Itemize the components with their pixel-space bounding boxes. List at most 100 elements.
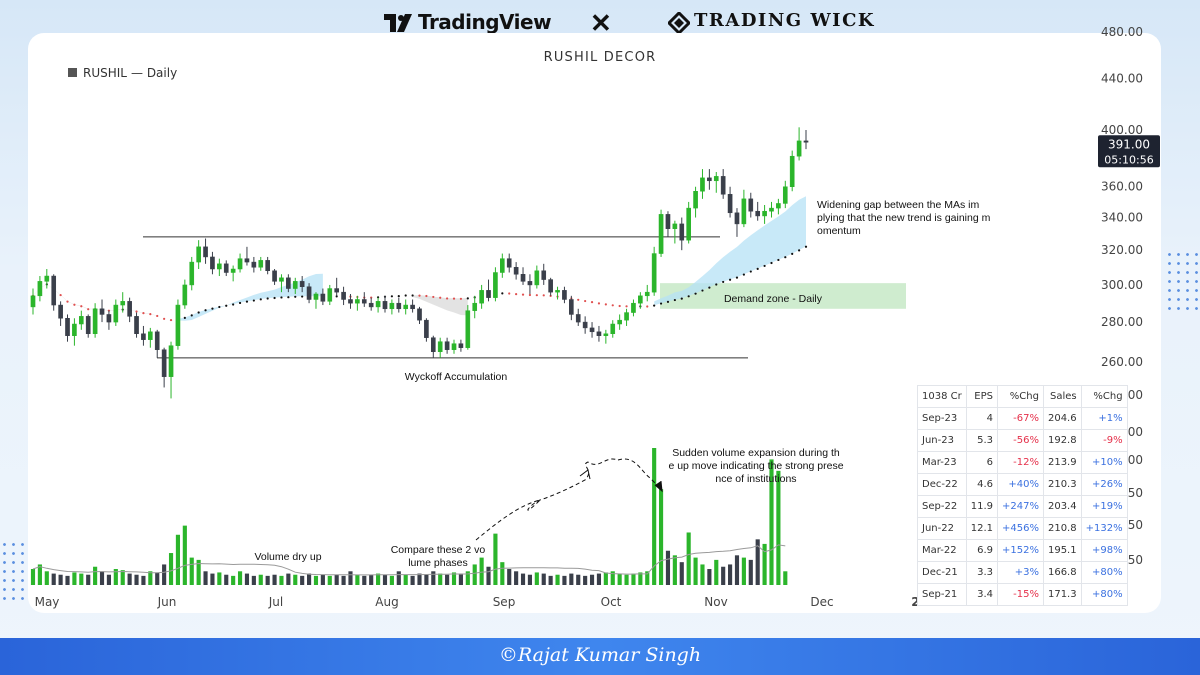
candle-body — [92, 308, 98, 335]
candle-body — [244, 258, 250, 263]
cell-eps: 4 — [965, 407, 999, 430]
ma-dot — [715, 283, 718, 286]
volume-bar — [168, 553, 174, 585]
volume-bar — [313, 575, 319, 585]
candle-body — [175, 304, 181, 346]
candle-body — [707, 177, 712, 182]
price-tick-label: 400.00 — [1101, 123, 1143, 137]
cell-sales: 203.4 — [1042, 495, 1082, 518]
cell-eps: 3.4 — [965, 583, 999, 606]
candle-body — [679, 223, 685, 241]
volume-bar — [79, 573, 84, 585]
candle-body — [148, 331, 153, 340]
volume-bar — [769, 459, 774, 585]
cell-sales-change: +10% — [1080, 451, 1128, 474]
candle-body — [769, 207, 774, 212]
candle-body — [803, 140, 809, 143]
cell-period: Dec-22 — [917, 473, 967, 496]
signature: ©Rajat Kumar Singh — [498, 644, 702, 666]
candle-body — [631, 302, 636, 313]
candle-body — [403, 304, 409, 310]
ma-dot — [218, 305, 221, 309]
candle-body — [782, 186, 788, 204]
volume-bar — [652, 448, 657, 585]
ma-dot — [763, 264, 766, 268]
candle-body — [755, 210, 761, 217]
ma-dot — [590, 301, 594, 304]
candle-body — [513, 267, 519, 275]
volume-bar — [403, 574, 408, 585]
ma-dot — [287, 296, 290, 299]
candle-body — [500, 258, 505, 273]
ma-dot — [376, 296, 380, 299]
volume-bar — [279, 575, 284, 585]
cell-sales: 195.1 — [1042, 539, 1082, 562]
volume-bar — [237, 571, 243, 585]
ma-dot — [542, 294, 545, 297]
candle-body — [451, 343, 457, 350]
ma-dot — [728, 278, 732, 281]
trading-wick-name: TRADING WICK — [694, 10, 876, 31]
volume-bar — [65, 575, 70, 585]
volume-bar — [189, 557, 194, 585]
volume-bar — [665, 550, 671, 585]
volume-bar — [603, 572, 608, 585]
time-axis-label: Oct — [601, 595, 622, 609]
volume-bar — [520, 573, 526, 585]
ma-dot — [87, 308, 90, 311]
cell-sales-change: +1% — [1080, 407, 1128, 430]
ma-dot — [466, 297, 469, 300]
time-axis-label: Aug — [375, 595, 398, 609]
volume-bar — [258, 574, 263, 585]
candle-body — [638, 295, 643, 304]
candle-body — [555, 290, 560, 293]
ma-ribbon-blue — [177, 273, 323, 321]
candle-body — [748, 198, 754, 212]
cell-eps: 6.9 — [965, 539, 999, 562]
volume-bar — [562, 575, 567, 585]
volume-bar — [51, 573, 56, 585]
candle-body — [430, 337, 436, 352]
candle-body — [375, 301, 381, 308]
cell-sales-change: -9% — [1080, 429, 1128, 452]
cell-eps-change: +40% — [997, 473, 1044, 496]
dashed-arrow-path — [475, 458, 619, 541]
volume-bar — [106, 574, 111, 585]
table-row: Dec-21 3.3 +3% 166.8 +80% — [917, 561, 1128, 584]
volume-bar — [410, 575, 415, 585]
candle-body — [624, 312, 629, 321]
tradingview-name: TradingView — [418, 10, 552, 34]
ma-dot — [749, 270, 752, 273]
volume-bar — [679, 562, 684, 585]
ma-dot — [149, 313, 152, 316]
compare-volume-label-line: Compare these 2 vo — [391, 544, 486, 556]
volume-bar — [527, 574, 532, 585]
ma-dot — [397, 295, 400, 298]
fundamentals-table: 1038 Cr EPS %Chg Sales %Chg Sep-23 4 -67% 2… — [917, 385, 1128, 606]
table-row: Mar-23 6 -12% 213.9 +10% — [917, 451, 1128, 474]
ma-dot — [549, 294, 552, 297]
candle-body — [720, 176, 726, 195]
candle-body — [417, 308, 422, 321]
candle-body — [734, 212, 740, 225]
volume-bar — [244, 573, 250, 585]
interval-label: — Daily — [131, 66, 177, 80]
ma-dot — [701, 289, 704, 292]
cell-eps: 11.9 — [965, 495, 999, 518]
table-row: Mar-22 6.9 +152% 195.1 +98% — [917, 539, 1128, 562]
candle-body — [700, 177, 705, 192]
volume-bar — [534, 572, 539, 585]
price-tick-label: 300.00 — [1101, 278, 1143, 292]
volume-expansion-label-line: e up move indicating the strong prese — [668, 460, 843, 472]
price-tick-label: 440.00 — [1101, 72, 1143, 86]
candle-body — [644, 291, 650, 297]
symbol-label: RUSHIL — [83, 66, 127, 80]
table-row: Sep-23 4 -67% 204.6 +1% — [917, 407, 1128, 430]
candle-body — [603, 333, 609, 336]
candle-body — [182, 284, 188, 306]
candle-body — [465, 310, 471, 348]
cell-period: Mar-23 — [917, 451, 967, 474]
price-tick-label: 480.00 — [1101, 25, 1143, 39]
volume-bar — [541, 573, 546, 585]
volume-bar — [728, 564, 733, 585]
